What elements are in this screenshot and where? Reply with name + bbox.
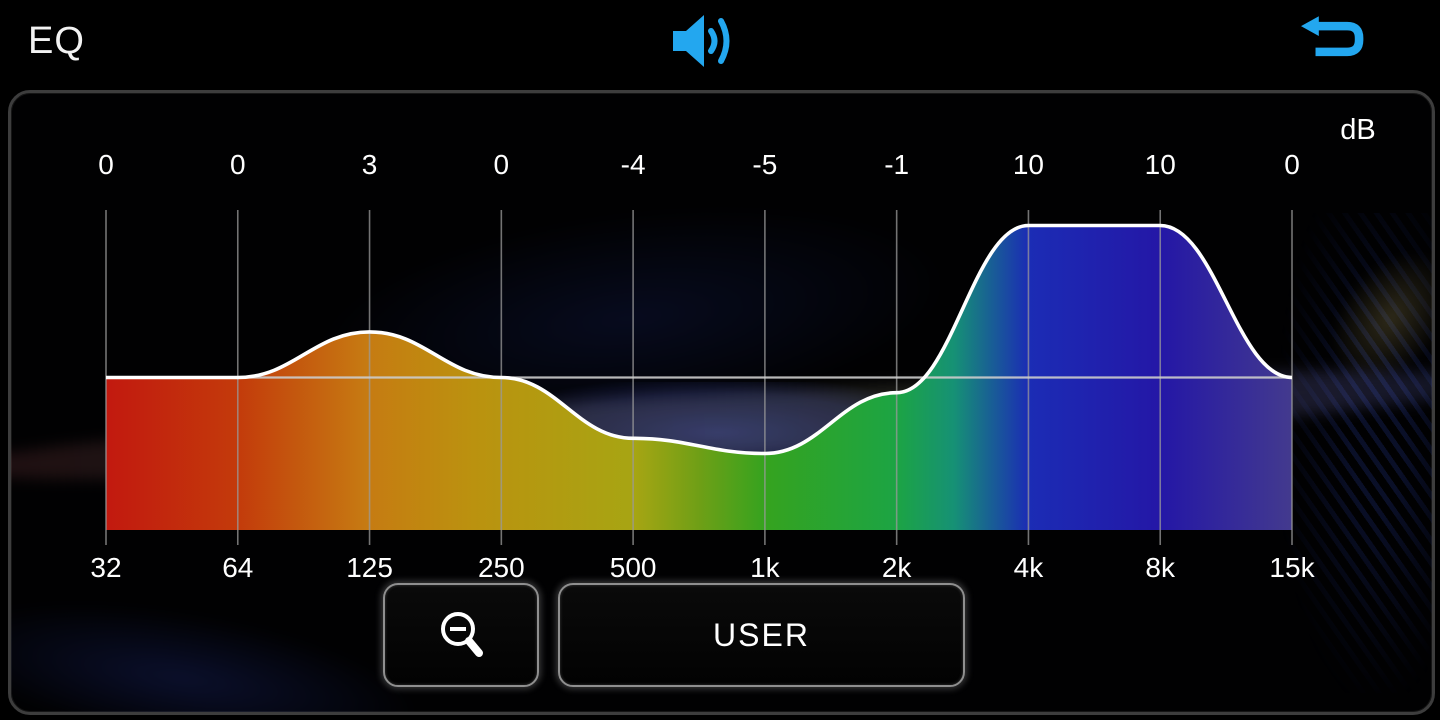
gain-value-label: 0 <box>1284 149 1300 180</box>
page-title: EQ <box>28 20 85 62</box>
gain-value-label: 10 <box>1144 149 1176 180</box>
frequency-label: 64 <box>222 552 254 583</box>
frequency-label: 500 <box>609 552 657 583</box>
frequency-label: 125 <box>346 552 393 583</box>
frequency-label: 1k <box>750 552 780 583</box>
eq-fill-area <box>106 225 1292 530</box>
frequency-label: 32 <box>90 552 122 583</box>
db-unit-label: dB <box>1340 114 1376 146</box>
gain-value-label: -1 <box>884 149 910 180</box>
eq-curve-line <box>106 223 1293 456</box>
gain-value-label: 0 <box>229 149 246 180</box>
gain-value-label: 3 <box>361 149 378 180</box>
frequency-label: 4k <box>1013 552 1044 583</box>
frequency-label: 250 <box>477 552 525 583</box>
gain-value-label: 0 <box>98 149 114 180</box>
user-preset-button[interactable]: USER <box>558 583 965 687</box>
frequency-label: 15k <box>1269 552 1315 583</box>
return-arrow-icon[interactable] <box>1301 13 1367 63</box>
gain-value-label: 10 <box>1012 149 1045 180</box>
gain-value-label: 0 <box>493 149 510 180</box>
user-button-label: USER <box>713 616 810 653</box>
frequency-label: 8k <box>1145 552 1175 583</box>
zoom-out-button[interactable] <box>383 583 539 687</box>
gain-value-label: -4 <box>620 149 646 180</box>
zoom-out-icon <box>441 612 483 657</box>
gain-value-label: -5 <box>752 149 778 180</box>
frequency-label: 2k <box>881 552 912 583</box>
speaker-volume-icon[interactable] <box>671 12 741 70</box>
